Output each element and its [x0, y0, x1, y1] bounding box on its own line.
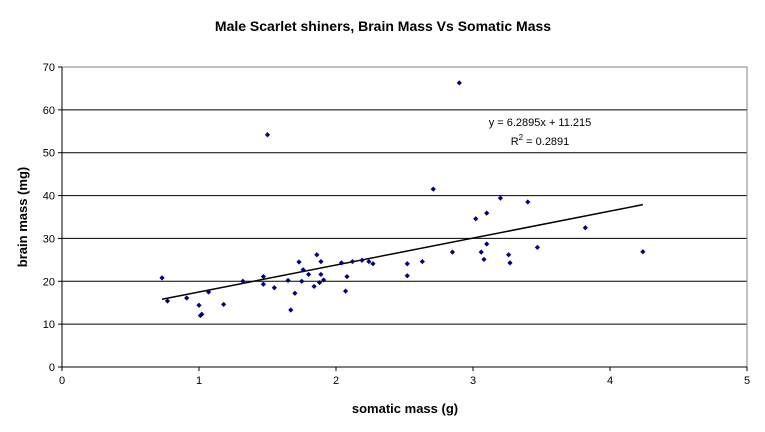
data-points [159, 80, 646, 319]
data-point [404, 261, 410, 267]
data-point [497, 195, 503, 201]
trendline-equation: y = 6.2895x + 11.215 [489, 117, 592, 129]
x-tick-label: 5 [744, 375, 750, 387]
data-point [197, 312, 203, 319]
data-point [199, 311, 205, 317]
data-point [300, 267, 306, 273]
y-tick-label: 60 [43, 105, 55, 117]
x-tick-label: 1 [196, 375, 202, 387]
data-point [338, 260, 345, 266]
gridlines [62, 109, 747, 325]
data-point [196, 302, 202, 308]
r-squared-symbol: R [511, 136, 519, 148]
data-point [481, 256, 487, 263]
axes [58, 66, 748, 371]
data-point [506, 252, 512, 258]
x-axis-label: somatic mass (g) [352, 401, 458, 416]
data-point [582, 225, 588, 231]
data-point [342, 288, 349, 294]
x-tick-label: 4 [607, 375, 613, 387]
data-point [311, 283, 317, 290]
data-point [314, 252, 320, 258]
data-point [349, 258, 356, 265]
y-tick-label: 50 [43, 148, 55, 160]
data-point [260, 273, 266, 280]
data-point [240, 278, 246, 284]
data-point [271, 285, 277, 291]
data-point [184, 295, 190, 301]
y-tick-label: 40 [43, 191, 55, 203]
y-tick-label: 20 [43, 276, 55, 288]
trendline [161, 203, 644, 300]
x-tick-label: 0 [59, 375, 65, 387]
r-squared-superscript: 2 [519, 133, 524, 142]
data-point [292, 290, 298, 296]
data-point [534, 244, 540, 251]
x-tick-label: 2 [333, 375, 339, 387]
x-tick-label: 3 [470, 375, 476, 387]
data-point [316, 279, 323, 286]
y-axis-label: brain mass (mg) [15, 167, 30, 267]
data-point [370, 261, 376, 267]
data-point [507, 260, 513, 266]
data-point [164, 298, 171, 304]
y-tick-label: 30 [43, 233, 55, 245]
data-point [404, 273, 410, 279]
x-tick-labels: 0 1 2 3 4 5 [59, 375, 750, 387]
chart-title: Male Scarlet shiners, Brain Mass Vs Soma… [215, 18, 551, 34]
data-point [456, 80, 462, 86]
data-point [419, 258, 425, 265]
data-point [221, 301, 227, 308]
data-point [525, 199, 531, 205]
data-point [366, 258, 372, 265]
data-point [473, 216, 479, 222]
data-point [478, 249, 484, 255]
r-squared-value: = 0.2891 [523, 136, 569, 148]
data-point [260, 281, 266, 287]
data-point [321, 277, 327, 283]
data-point [484, 241, 490, 247]
data-point [299, 278, 305, 284]
plot-area-border [61, 66, 748, 368]
y-tick-label: 0 [49, 362, 55, 374]
data-point [318, 271, 324, 278]
data-point [449, 249, 456, 255]
y-tick-label: 70 [43, 62, 55, 74]
data-point [344, 273, 350, 280]
data-point [318, 258, 324, 265]
y-tick-label: 10 [43, 319, 55, 331]
data-point [264, 132, 271, 138]
data-point [359, 257, 365, 263]
r-squared-label: R2 = 0.2891 [511, 133, 570, 148]
data-point [640, 249, 646, 255]
data-point [205, 289, 212, 295]
data-point [288, 307, 294, 313]
data-point [306, 271, 312, 278]
data-point [484, 210, 490, 216]
data-point [159, 275, 165, 281]
data-point [430, 186, 436, 192]
y-tick-labels: 0 10 20 30 40 50 60 70 [43, 62, 55, 374]
data-point [285, 277, 291, 284]
data-point [296, 259, 302, 265]
